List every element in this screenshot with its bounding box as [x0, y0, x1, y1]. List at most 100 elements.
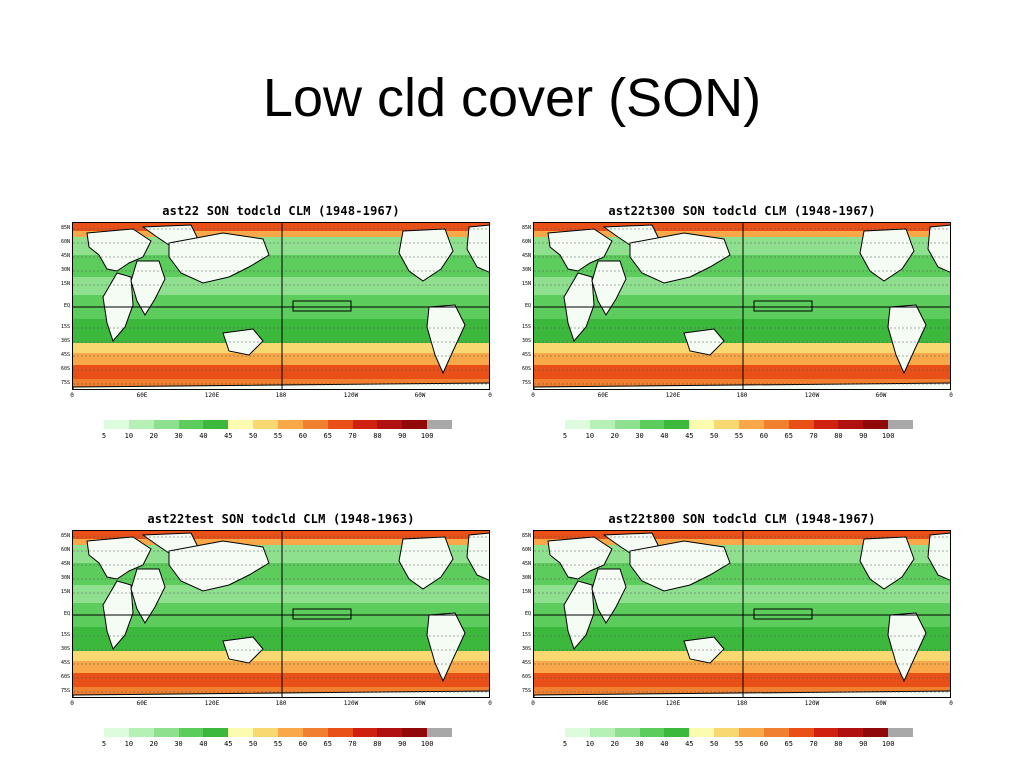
- latitude-label: 60S: [60, 674, 70, 680]
- latitude-label: 60N: [521, 547, 531, 553]
- longitude-label: 180: [275, 392, 287, 399]
- coastline: [86, 228, 152, 272]
- colorbar-swatch: [863, 728, 889, 737]
- colorbar-swatch: [427, 420, 453, 429]
- latitude-label: 30N: [60, 575, 70, 581]
- latitude-label: 85N: [60, 225, 70, 231]
- latitude-labels: 85N 60N 45N 30N 15N EQ 15S 30S 45S 60S 75S: [517, 530, 533, 698]
- latitude-label: 60S: [521, 674, 531, 680]
- colorbar-swatch: [788, 728, 814, 737]
- latitude-label: 15N: [521, 589, 531, 595]
- latitude-label: 60N: [60, 239, 70, 245]
- coastline: [73, 382, 489, 389]
- longitude-labels: 0 60E 120E 180 120W 60W 0: [531, 700, 953, 710]
- colorbar-swatch: [689, 420, 715, 429]
- longitude-labels: 0 60E 120E 180 120W 60W 0: [70, 700, 492, 710]
- colorbar-label: 20: [149, 432, 158, 440]
- colorbar-label: 80: [373, 740, 382, 748]
- coastline: [222, 328, 264, 356]
- colorbar-swatch: [664, 420, 690, 429]
- latitude-label: 85N: [521, 533, 531, 539]
- shading-band: [534, 531, 950, 539]
- colorbar-swatch: [253, 420, 279, 429]
- colorbar-label: 20: [610, 432, 619, 440]
- longitude-labels: 0 60E 120E 180 120W 60W 0: [70, 392, 492, 402]
- longitude-label: 0: [70, 700, 74, 707]
- colorbar-swatch: [302, 420, 328, 429]
- colorbar-swatch: [427, 728, 453, 737]
- latitude-label: 60S: [60, 366, 70, 372]
- coastline: [466, 224, 489, 273]
- latitude-label: 30N: [521, 267, 531, 273]
- colorbar-label: 30: [174, 740, 183, 748]
- colorbar: [565, 420, 914, 429]
- latitude-label: EQ: [524, 303, 531, 309]
- longitude-label: 180: [736, 700, 748, 707]
- colorbar-swatch: [888, 728, 914, 737]
- colorbar-label: 40: [660, 432, 669, 440]
- panel-title: ast22test SON todcld CLM (1948-1963): [147, 512, 415, 526]
- colorbar-label: 30: [174, 432, 183, 440]
- shading-band: [534, 319, 950, 343]
- colorbar-swatch: [302, 728, 328, 737]
- colorbar-label: 100: [420, 432, 434, 440]
- latitude-label: 85N: [60, 533, 70, 539]
- colorbar-label: 45: [685, 432, 694, 440]
- latitude-label: 30S: [521, 338, 531, 344]
- colorbar-swatch: [377, 728, 403, 737]
- coastline: [629, 540, 731, 592]
- latitude-labels: 85N 60N 45N 30N 15N EQ 15S 30S 45S 60S 75S: [56, 530, 72, 698]
- colorbar-label: 5: [101, 740, 107, 748]
- colorbar-labels: 5 10 20 30 40 45 50 55 60 65 70 80 90 100: [101, 432, 452, 442]
- colorbar-swatch: [863, 420, 889, 429]
- colorbar-label: 70: [348, 432, 357, 440]
- colorbar-swatch: [888, 420, 914, 429]
- colorbar-label: 100: [881, 432, 895, 440]
- colorbar: [565, 728, 914, 737]
- colorbar-swatch: [203, 420, 229, 429]
- colorbar-label: 90: [859, 740, 868, 748]
- colorbar-label: 10: [585, 432, 595, 440]
- map-panel-bottom-right: ast22t800 SON todcld CLM (1948-1967) 85N…: [517, 512, 967, 752]
- colorbar-label: 45: [685, 740, 694, 748]
- latitude-label: 30S: [60, 646, 70, 652]
- colorbar-label: 45: [224, 740, 233, 748]
- colorbar-swatch: [565, 728, 590, 737]
- coastline: [887, 304, 927, 375]
- latitude-label: 15S: [60, 632, 70, 638]
- colorbar-swatch: [203, 728, 229, 737]
- shading-band: [73, 223, 489, 231]
- colorbar-label: 50: [248, 432, 258, 440]
- colorbar-label: 90: [398, 432, 407, 440]
- colorbar-label: 80: [834, 740, 843, 748]
- colorbar-swatch: [714, 420, 740, 429]
- colorbar-swatch: [153, 728, 179, 737]
- coastline: [73, 690, 489, 697]
- map-panel-top-left: ast22 SON todcld CLM (1948-1967) 85N 60N 4…: [56, 204, 506, 444]
- colorbar-swatch: [278, 420, 303, 429]
- colorbar-label: 5: [101, 432, 107, 440]
- colorbar-label: 40: [199, 432, 208, 440]
- colorbar-swatch: [589, 420, 615, 429]
- colorbar-swatch: [178, 420, 204, 429]
- latitude-label: 45N: [60, 561, 70, 567]
- colorbar-swatch: [714, 728, 740, 737]
- map-panel-top-right: ast22t300 SON todcld CLM (1948-1967) 85N…: [517, 204, 967, 444]
- shading-band: [534, 673, 950, 687]
- slide-title: Low cld cover (SON): [262, 68, 762, 128]
- shading-band: [73, 627, 489, 651]
- longitude-label: 120W: [343, 700, 359, 707]
- coastline: [859, 228, 915, 282]
- shading-band: [73, 319, 489, 343]
- longitude-label: 120E: [204, 392, 220, 399]
- colorbar-label: 10: [124, 740, 134, 748]
- colorbar-label: 45: [224, 432, 233, 440]
- colorbar-swatch: [278, 728, 303, 737]
- colorbar-swatch: [327, 728, 353, 737]
- colorbar-label: 50: [248, 740, 258, 748]
- coastline: [168, 540, 270, 592]
- latitude-label: 45S: [521, 352, 531, 358]
- shading-band: [534, 231, 950, 237]
- colorbar-swatch: [689, 728, 715, 737]
- colorbar-swatch: [838, 728, 864, 737]
